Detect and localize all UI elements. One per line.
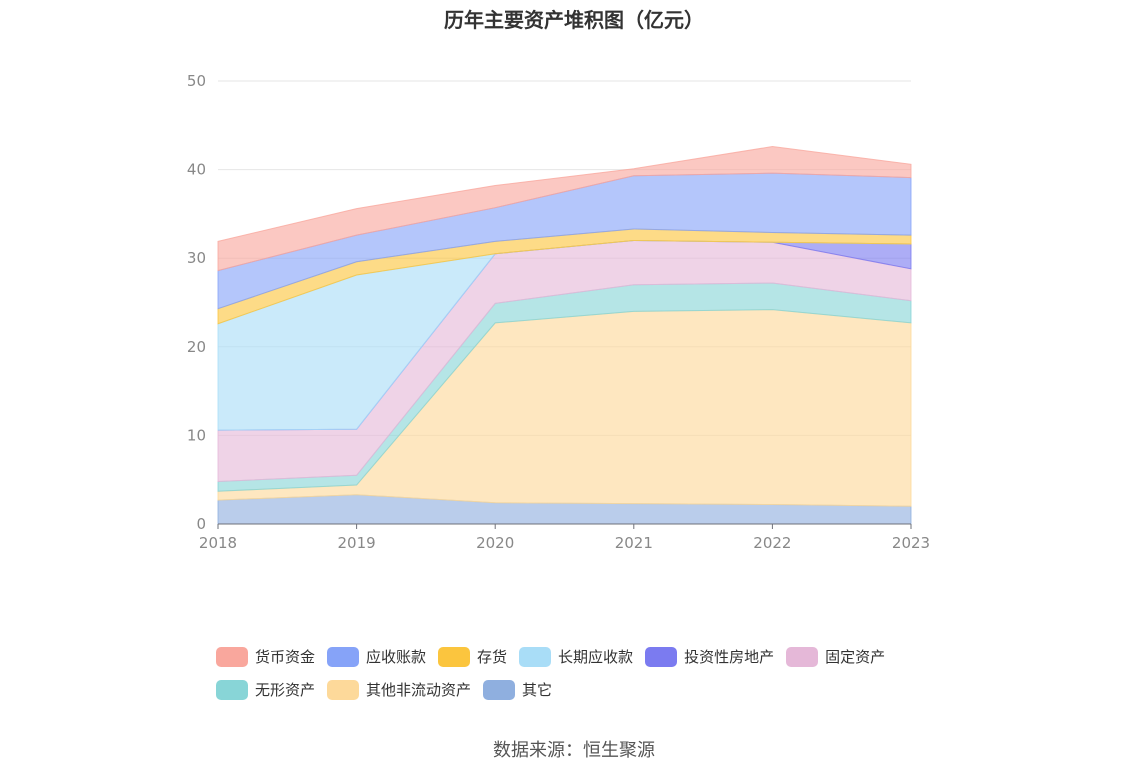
legend-item[interactable]: 存货: [438, 646, 507, 667]
legend-label: 固定资产: [825, 648, 886, 666]
y-tick-label: 40: [187, 161, 206, 179]
chart-title: 历年主要资产堆积图（亿元）: [444, 8, 704, 32]
stacked-area-chart: 0 10 20 30 40 50 2018 2019 2020 2021 2022 2023: [187, 72, 930, 552]
legend-label: 长期应收款: [558, 648, 634, 666]
legend-swatch: [216, 646, 248, 667]
legend-row: 货币资金 应收账款 存货 长期应收款 投资性房地产 固定资产: [216, 640, 956, 673]
legend-label: 其它: [522, 681, 553, 699]
legend-label: 存货: [477, 648, 508, 666]
area-series-8: [217, 146, 912, 272]
legend-label: 应收账款: [366, 648, 427, 666]
y-tick-label: 30: [187, 249, 206, 267]
x-tick-label: 2018: [199, 534, 237, 552]
legend-swatch: [327, 646, 360, 667]
legend-item[interactable]: 货币资金: [216, 646, 315, 667]
legend-item[interactable]: 长期应收款: [519, 646, 633, 667]
legend-label: 其他非流动资产: [366, 681, 472, 699]
legend-item[interactable]: 应收账款: [327, 646, 426, 667]
legend-swatch: [519, 646, 552, 667]
legend-swatch: [216, 679, 248, 700]
area-series: [217, 146, 912, 525]
legend-item[interactable]: 其它: [483, 679, 552, 700]
y-tick-label: 20: [187, 338, 206, 356]
legend-item[interactable]: 投资性房地产: [645, 646, 774, 667]
legend-swatch: [438, 646, 471, 667]
legend-label: 货币资金: [255, 648, 316, 666]
legend-swatch: [786, 646, 819, 667]
legend-swatch: [327, 679, 360, 700]
y-tick-label: 50: [187, 72, 206, 90]
legend-label: 无形资产: [255, 681, 316, 699]
x-tick-label: 2023: [892, 534, 930, 552]
axes: 0 10 20 30 40 50 2018 2019 2020 2021 2022 2023: [187, 72, 930, 552]
legend-item[interactable]: 其他非流动资产: [327, 679, 471, 700]
y-tick-label: 0: [196, 515, 206, 533]
x-tick-label: 2020: [476, 534, 514, 552]
legend: 货币资金 应收账款 存货 长期应收款 投资性房地产 固定资产无形资产 其他非流动资产 其它: [216, 640, 956, 706]
legend-item[interactable]: 固定资产: [786, 646, 885, 667]
legend-row: 无形资产 其他非流动资产 其它: [216, 673, 956, 706]
y-tick-label: 10: [187, 426, 206, 444]
legend-swatch: [645, 646, 678, 667]
legend-swatch: [483, 679, 516, 700]
legend-item[interactable]: 无形资产: [216, 679, 315, 700]
data-source: 数据来源：恒生聚源: [493, 740, 655, 761]
legend-label: 投资性房地产: [684, 648, 775, 666]
x-tick-label: 2022: [753, 534, 791, 552]
x-tick-label: 2021: [615, 534, 653, 552]
x-tick-label: 2019: [338, 534, 376, 552]
